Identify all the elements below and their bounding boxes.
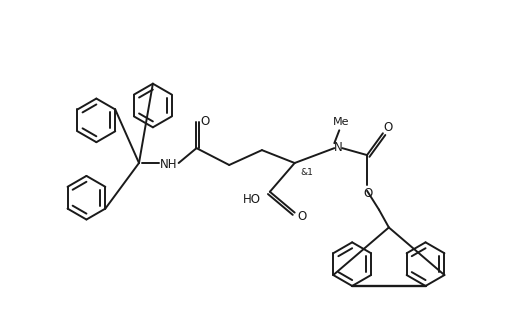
Text: HO: HO [243,193,261,206]
Text: NH: NH [160,158,178,172]
Text: O: O [383,121,392,134]
Text: &1: &1 [301,168,314,177]
Text: N: N [334,141,343,154]
Text: O: O [363,187,373,200]
Text: O: O [201,115,210,128]
Text: Me: Me [333,117,350,127]
Text: O: O [297,210,306,223]
